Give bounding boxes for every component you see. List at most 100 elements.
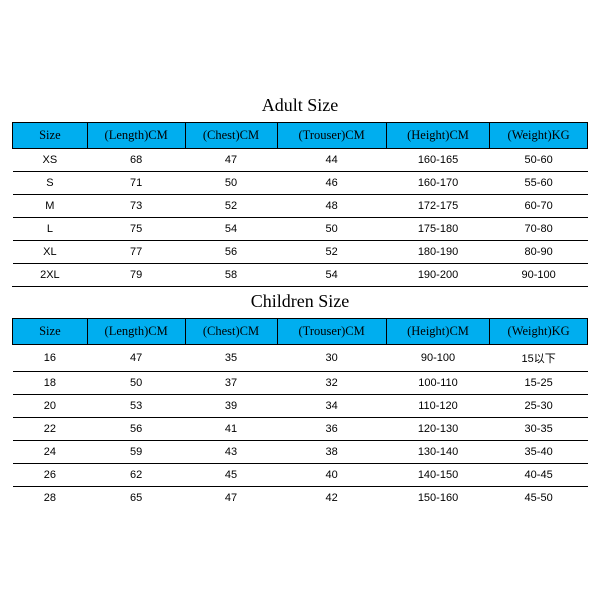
col-size: Size xyxy=(13,319,88,345)
table-cell: 55-60 xyxy=(490,172,588,195)
table-cell: 110-120 xyxy=(386,395,490,418)
table-cell: 15-25 xyxy=(490,372,588,395)
table-cell: 58 xyxy=(185,264,277,287)
table-row: M735248172-17560-70 xyxy=(13,195,588,218)
table-cell: 180-190 xyxy=(386,241,490,264)
col-trouser: (Trouser)CM xyxy=(277,319,386,345)
table-row: 20533934110-12025-30 xyxy=(13,395,588,418)
table-row: 2XL795854190-20090-100 xyxy=(13,264,588,287)
table-cell: 68 xyxy=(87,149,185,172)
col-length: (Length)CM xyxy=(87,319,185,345)
table-cell: 60-70 xyxy=(490,195,588,218)
table-cell: 38 xyxy=(277,441,386,464)
table-cell: 65 xyxy=(87,487,185,510)
col-weight: (Weight)KG xyxy=(490,123,588,149)
adult-size-table: Size (Length)CM (Chest)CM (Trouser)CM (H… xyxy=(12,122,588,286)
table-cell: 45-50 xyxy=(490,487,588,510)
table-cell: 73 xyxy=(87,195,185,218)
table-header-row: Size (Length)CM (Chest)CM (Trouser)CM (H… xyxy=(13,319,588,345)
table-cell: 71 xyxy=(87,172,185,195)
table-cell: 28 xyxy=(13,487,88,510)
col-size: Size xyxy=(13,123,88,149)
table-cell: 42 xyxy=(277,487,386,510)
table-cell: 20 xyxy=(13,395,88,418)
table-cell: 25-30 xyxy=(490,395,588,418)
table-header-row: Size (Length)CM (Chest)CM (Trouser)CM (H… xyxy=(13,123,588,149)
table-cell: 120-130 xyxy=(386,418,490,441)
table-cell: 18 xyxy=(13,372,88,395)
table-cell: 80-90 xyxy=(490,241,588,264)
table-cell: 130-140 xyxy=(386,441,490,464)
adult-title: Adult Size xyxy=(12,91,588,122)
table-cell: 56 xyxy=(87,418,185,441)
col-chest: (Chest)CM xyxy=(185,123,277,149)
table-cell: 100-110 xyxy=(386,372,490,395)
table-cell: 41 xyxy=(185,418,277,441)
table-cell: 52 xyxy=(185,195,277,218)
children-title: Children Size xyxy=(12,287,588,318)
table-cell: 56 xyxy=(185,241,277,264)
table-row: S715046160-17055-60 xyxy=(13,172,588,195)
col-length: (Length)CM xyxy=(87,123,185,149)
table-cell: 62 xyxy=(87,464,185,487)
table-cell: 47 xyxy=(185,149,277,172)
table-row: 26624540140-15040-45 xyxy=(13,464,588,487)
table-cell: 35-40 xyxy=(490,441,588,464)
table-row: 22564136120-13030-35 xyxy=(13,418,588,441)
table-cell: 48 xyxy=(277,195,386,218)
table-cell: 15以下 xyxy=(490,345,588,372)
table-cell: 70-80 xyxy=(490,218,588,241)
table-cell: 54 xyxy=(277,264,386,287)
table-cell: 54 xyxy=(185,218,277,241)
table-cell: 45 xyxy=(185,464,277,487)
table-cell: 37 xyxy=(185,372,277,395)
table-cell: 2XL xyxy=(13,264,88,287)
table-row: 24594338130-14035-40 xyxy=(13,441,588,464)
table-cell: 30-35 xyxy=(490,418,588,441)
table-row: L755450175-18070-80 xyxy=(13,218,588,241)
table-cell: 150-160 xyxy=(386,487,490,510)
table-cell: S xyxy=(13,172,88,195)
table-cell: 160-165 xyxy=(386,149,490,172)
table-cell: 140-150 xyxy=(386,464,490,487)
table-cell: 24 xyxy=(13,441,88,464)
col-weight: (Weight)KG xyxy=(490,319,588,345)
table-cell: M xyxy=(13,195,88,218)
table-cell: 30 xyxy=(277,345,386,372)
col-height: (Height)CM xyxy=(386,319,490,345)
table-row: 1647353090-10015以下 xyxy=(13,345,588,372)
table-cell: 77 xyxy=(87,241,185,264)
table-cell: 175-180 xyxy=(386,218,490,241)
table-cell: 40 xyxy=(277,464,386,487)
size-chart-wrap: Adult Size Size (Length)CM (Chest)CM (Tr… xyxy=(0,91,600,509)
table-cell: 43 xyxy=(185,441,277,464)
col-trouser: (Trouser)CM xyxy=(277,123,386,149)
table-cell: 50 xyxy=(277,218,386,241)
table-cell: 39 xyxy=(185,395,277,418)
table-cell: 50-60 xyxy=(490,149,588,172)
table-cell: 50 xyxy=(87,372,185,395)
table-cell: 90-100 xyxy=(386,345,490,372)
table-cell: 34 xyxy=(277,395,386,418)
table-row: XL775652180-19080-90 xyxy=(13,241,588,264)
table-cell: 79 xyxy=(87,264,185,287)
table-cell: 52 xyxy=(277,241,386,264)
col-height: (Height)CM xyxy=(386,123,490,149)
table-cell: 40-45 xyxy=(490,464,588,487)
table-cell: 35 xyxy=(185,345,277,372)
table-cell: 16 xyxy=(13,345,88,372)
table-cell: 47 xyxy=(185,487,277,510)
table-cell: 44 xyxy=(277,149,386,172)
table-cell: 47 xyxy=(87,345,185,372)
table-cell: 90-100 xyxy=(490,264,588,287)
table-row: XS684744160-16550-60 xyxy=(13,149,588,172)
table-cell: 75 xyxy=(87,218,185,241)
table-cell: 22 xyxy=(13,418,88,441)
table-cell: 36 xyxy=(277,418,386,441)
table-cell: 46 xyxy=(277,172,386,195)
table-cell: L xyxy=(13,218,88,241)
table-cell: 172-175 xyxy=(386,195,490,218)
table-cell: 32 xyxy=(277,372,386,395)
col-chest: (Chest)CM xyxy=(185,319,277,345)
table-cell: 26 xyxy=(13,464,88,487)
